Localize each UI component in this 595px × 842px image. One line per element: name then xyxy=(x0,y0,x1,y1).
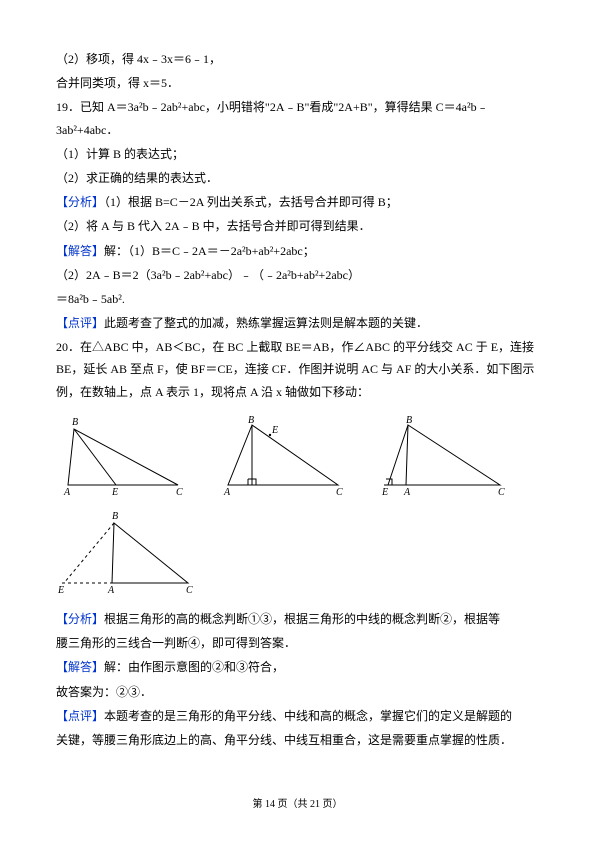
svg-text:E: E xyxy=(271,425,278,436)
svg-text:C: C xyxy=(176,487,183,498)
review-text: 此题考查了整式的加减，熟练掌握运算法则是解本题的关键． xyxy=(104,316,428,330)
problem-19-part2: （2）求正确的结果的表达式． xyxy=(56,167,539,189)
svg-text:A: A xyxy=(63,487,71,498)
svg-text:C: C xyxy=(186,585,193,596)
svg-text:A: A xyxy=(403,487,411,498)
answer-text-2: 解：由作图示意图的②和③符合， xyxy=(104,660,284,674)
figure-2: B E A C xyxy=(220,413,350,499)
svg-text:C: C xyxy=(498,487,505,498)
svg-text:E: E xyxy=(111,487,118,498)
analysis-1-cont: （2）将 A 与 B 代入 2A﹣B 中，去括号合并即可得到结果． xyxy=(56,215,539,237)
problem-20-statement: 20．在△ABC 中，AB＜BC，在 BC 上截取 BE＝AB，作∠ABC 的平… xyxy=(56,336,539,403)
analysis-text: （1）根据 B=C－2A 列出关系式，去括号合并即可得 B； xyxy=(104,195,398,209)
answer-2-result: 故答案为：②③． xyxy=(56,681,539,703)
figure-row: B A E C B E A C B E A C xyxy=(56,413,539,499)
line-merge-terms: 合并同类项，得 x＝5． xyxy=(56,72,539,94)
svg-text:A: A xyxy=(223,487,231,498)
figure-3: B E A C xyxy=(374,413,510,499)
review-text-2: 本题考查的是三角形的角平分线、中线和高的概念，掌握它们的定义是解题的 xyxy=(104,709,512,723)
analysis-2: 【分析】根据三角形的高的概念判断①③，根据三角形的中线的概念判断②，根据等 xyxy=(56,608,539,630)
svg-text:B: B xyxy=(406,415,412,426)
analysis-2-cont: 腰三角形的三线合一判断④，即可得到答案． xyxy=(56,632,539,654)
svg-text:C: C xyxy=(336,487,343,498)
review-2-cont: 关键，等腰三角形底边上的高、角平分线、中线互相重合，这是需要重点掌握的性质． xyxy=(56,729,539,751)
svg-text:B: B xyxy=(112,511,118,522)
analysis-label: 【分析】 xyxy=(56,195,104,209)
answer-2: 【解答】解：由作图示意图的②和③符合， xyxy=(56,656,539,678)
analysis-text-2: 根据三角形的高的概念判断①③，根据三角形的中线的概念判断②，根据等 xyxy=(104,612,500,626)
answer-label-2: 【解答】 xyxy=(56,660,104,674)
svg-text:B: B xyxy=(72,417,78,428)
svg-text:E: E xyxy=(57,585,64,596)
problem-19-part1: （1）计算 B 的表达式； xyxy=(56,143,539,165)
review-2: 【点评】本题考查的是三角形的角平分线、中线和高的概念，掌握它们的定义是解题的 xyxy=(56,705,539,727)
answer-1: 【解答】解：（1）B＝C﹣2A＝－2a²b+ab²+2abc； xyxy=(56,240,539,262)
svg-text:A: A xyxy=(107,585,115,596)
answer-label: 【解答】 xyxy=(56,244,104,258)
figure-4: B E A C xyxy=(56,507,539,608)
svg-text:E: E xyxy=(381,487,388,498)
line-move-step: （2）移项，得 4x﹣3x＝6﹣1， xyxy=(56,48,539,70)
analysis-label-2: 【分析】 xyxy=(56,612,104,626)
review-label: 【点评】 xyxy=(56,316,104,330)
answer-1-step: （2）2A﹣B＝2（3a²b﹣2ab²+abc）﹣（﹣2a²b+ab²+2abc… xyxy=(56,264,539,286)
review-label-2: 【点评】 xyxy=(56,709,104,723)
problem-19-statement: 19．已知 A＝3a²b﹣2ab²+abc，小明错将"2A﹣B"看成"2A+B"… xyxy=(56,96,539,140)
answer-text: 解：（1）B＝C﹣2A＝－2a²b+ab²+2abc； xyxy=(104,244,315,258)
svg-text:B: B xyxy=(248,415,254,426)
answer-1-result: ＝8a²b﹣5ab². xyxy=(56,288,539,310)
page-footer: 第 14 页（共 21 页） xyxy=(0,796,595,815)
review-1: 【点评】此题考查了整式的加减，熟练掌握运算法则是解本题的关键． xyxy=(56,312,539,334)
figure-1: B A E C xyxy=(56,413,196,499)
analysis-1: 【分析】（1）根据 B=C－2A 列出关系式，去括号合并即可得 B； xyxy=(56,191,539,213)
